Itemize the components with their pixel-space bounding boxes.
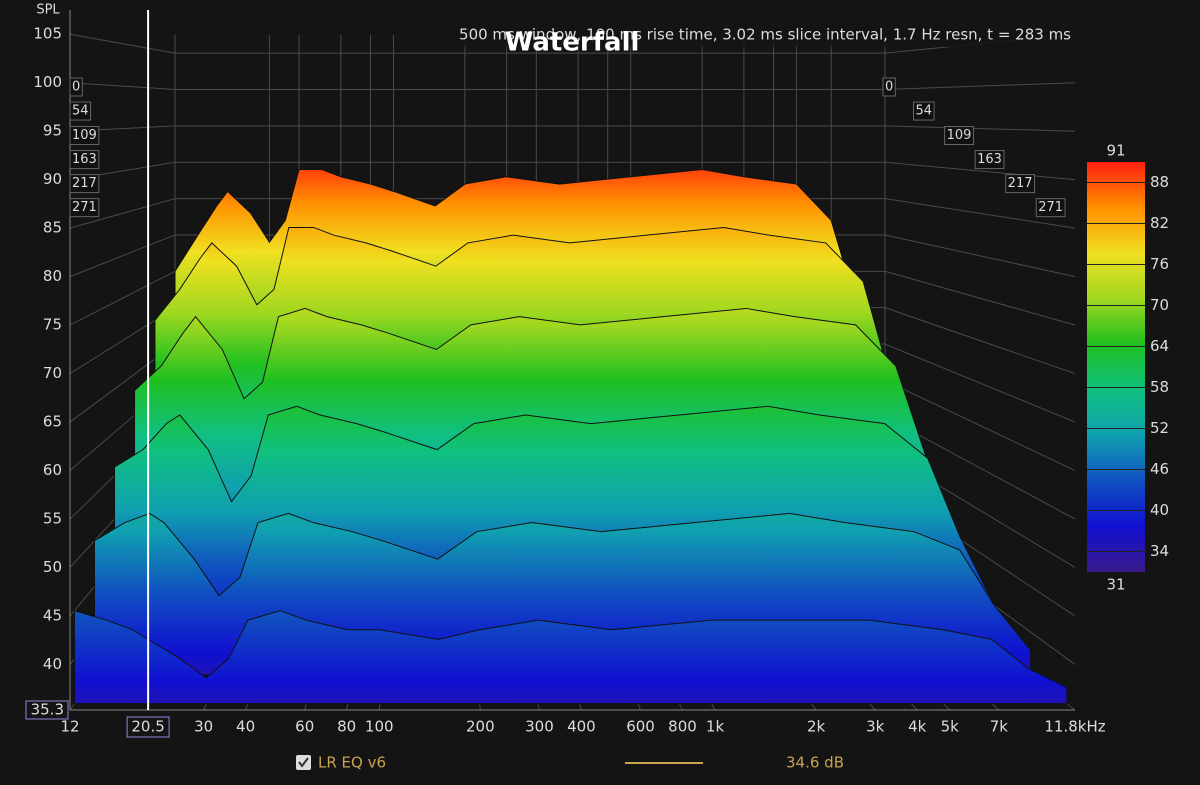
grid-line [884,234,1076,278]
x-tick-label: 7k [990,718,1009,736]
x-tick-label: 80 [337,718,356,736]
x-tick-label: 11.8kHz [1044,718,1105,736]
grid-line [884,161,1076,181]
colorbar [1087,162,1145,572]
x-tick-label: 600 [626,718,655,736]
z-tick-box [69,174,100,194]
x-tick-label: 40 [236,718,255,736]
z-tick-box [974,150,1005,170]
x-tick-label: 12 [60,718,79,736]
y-tick-label: 65 [43,413,62,431]
cursor-y-label: 35.3 [31,701,64,719]
y-tick-label: 105 [33,25,62,43]
z-tick-label: 217 [1008,176,1033,191]
cursor-x-label: 20.5 [131,718,164,736]
colorbar-label: 58 [1150,378,1169,396]
z-tick-box [913,101,935,121]
grid-line [69,198,176,229]
colorbar-label: 88 [1150,173,1169,191]
grid-line [69,270,176,326]
colorbar-label: 46 [1150,460,1169,478]
grid-line [884,343,1076,423]
cursor-x-box [126,716,170,738]
grid-line [884,125,1076,132]
x-tick-label: 200 [466,718,495,736]
grid-line [884,82,1076,91]
z-tick-label: 0 [72,80,80,95]
z-tick-label: 271 [72,200,97,215]
z-tick-label: 163 [72,152,97,167]
x-tick-label: 60 [295,718,314,736]
legend-label[interactable]: LR EQ v6 [318,754,386,772]
x-tick-label: 300 [525,718,554,736]
y-tick-label: 75 [43,316,62,334]
z-tick-box [69,150,100,170]
z-tick-label: 54 [916,104,933,119]
z-tick-label: 54 [72,104,89,119]
cursor-y-box [25,700,69,720]
y-axis-label: SPL [36,3,60,18]
x-tick-label: 30 [194,718,213,736]
x-tick-label: 100 [365,718,394,736]
z-tick-label: 217 [72,176,97,191]
y-tick-label: 90 [43,170,62,188]
y-tick-label: 85 [43,219,62,237]
z-tick-box [69,101,92,121]
y-tick-label: 100 [33,73,62,91]
z-tick-box [69,198,100,218]
x-tick-label: 5k [941,718,960,736]
colorbar-label: 52 [1150,419,1169,437]
z-tick-box [882,77,896,97]
y-tick-label: 50 [43,558,62,576]
grid-line [884,198,1076,229]
y-tick-label: 60 [43,461,62,479]
y-tick-label: 80 [43,267,62,285]
z-tick-box [1005,174,1036,194]
x-tick-label: 800 [668,718,697,736]
y-tick-label: 45 [43,606,62,624]
subtitle-background [415,23,1075,47]
colorbar-label: 70 [1150,296,1169,314]
grid-line [884,379,1076,471]
grid-line [69,82,176,91]
colorbar-label: 34 [1150,542,1169,560]
grid-line [69,234,176,278]
grid-line [884,270,1076,326]
grid-line [69,33,176,54]
waterfall-slice [73,609,1068,705]
y-tick-label: 55 [43,510,62,528]
colorbar-min: 31 [1106,576,1125,594]
chart-title: Waterfall [505,28,640,58]
grid-line [884,307,1076,375]
z-tick-label: 0 [885,80,893,95]
x-tick-label: 4k [908,718,927,736]
colorbar-label: 82 [1150,214,1169,232]
x-tick-label: 2k [807,718,826,736]
x-tick-label: 3k [866,718,885,736]
y-tick-label: 95 [43,122,62,140]
colorbar-label: 40 [1150,501,1169,519]
checkbox-check [298,757,309,768]
z-tick-box [1035,198,1066,218]
z-tick-label: 109 [72,128,97,143]
z-tick-label: 271 [1038,200,1063,215]
x-tick-label: 400 [567,718,596,736]
colorbar-label: 76 [1150,255,1169,273]
y-tick-label: 40 [43,655,62,673]
colorbar-label: 64 [1150,337,1169,355]
z-tick-label: 109 [947,128,972,143]
legend-level: 34.6 dB [786,754,844,772]
z-tick-box [69,77,83,97]
z-tick-label: 163 [977,152,1002,167]
chart-subtitle: 500 ms window, 100 ms rise time, 3.02 ms… [459,26,1071,44]
z-tick-box [69,126,100,146]
x-tick-label: 1k [706,718,725,736]
z-tick-box [944,126,974,146]
colorbar-max: 91 [1106,142,1125,160]
y-tick-label: 70 [43,364,62,382]
